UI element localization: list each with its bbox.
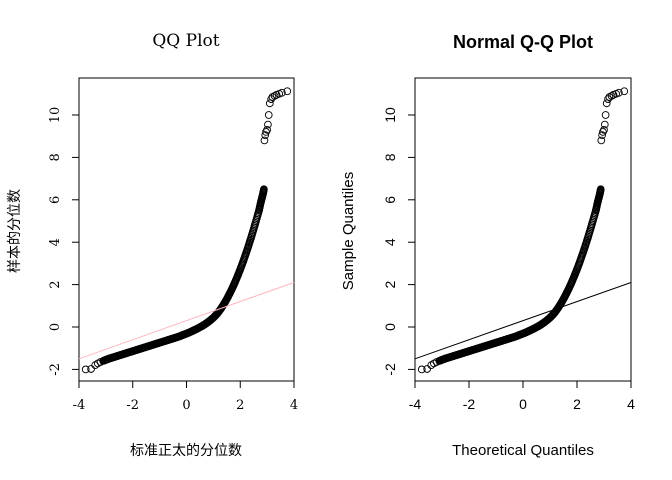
left-y-axis-label: 样本的分位数 [7, 189, 23, 273]
left-data-point [87, 365, 95, 373]
left-data-point [81, 365, 90, 374]
left-data-point [278, 88, 286, 97]
right-data-points [417, 87, 629, 374]
right-y-tick-label: 0 [382, 323, 398, 331]
right-x-tick-label: 0 [519, 396, 527, 412]
right-data-point [607, 92, 616, 100]
left-y-tick-label: -2 [48, 363, 63, 376]
left-data-point [260, 185, 268, 194]
left-chart-title: QQ Plot [152, 31, 219, 51]
left-y-tick-label: 8 [48, 153, 63, 161]
left-data-point [261, 131, 270, 139]
right-x-tick-label: 4 [627, 396, 635, 412]
right-y-tick-label: 2 [382, 280, 398, 288]
right-y-tick-label: 10 [382, 107, 398, 123]
left-data-points [81, 87, 292, 374]
right-data-point [614, 88, 623, 97]
right-panel: Normal Q-Q Plot -4 -2 0 2 4 -2 0 2 4 6 8 10 Theoret… [340, 32, 635, 459]
right-y-tick-label: 4 [382, 238, 398, 246]
left-x-tick-label: 0 [182, 398, 190, 413]
left-x-axis-label: 标准正太的分位数 [130, 443, 242, 459]
left-axis-ticks: -4 -2 0 2 4 -2 0 2 4 6 8 10 [48, 107, 298, 413]
left-y-tick-label: 6 [48, 196, 63, 204]
right-data-point [423, 365, 432, 373]
right-data-point [598, 131, 606, 139]
right-x-tick-label: 2 [573, 396, 581, 412]
right-y-tick-label: -2 [382, 363, 398, 376]
right-y-axis-label: Sample Quantiles [340, 172, 357, 290]
left-panel: QQ Plot -4 -2 0 2 4 -2 0 2 4 6 8 10 标准正太的分位数 样本的分位数 [7, 31, 298, 459]
right-data-point [417, 365, 426, 374]
left-y-tick-label: 0 [48, 323, 63, 331]
right-reference-line [414, 282, 632, 360]
right-x-tick-label: -2 [463, 396, 476, 412]
left-data-point [260, 136, 269, 145]
right-data-point [601, 111, 610, 119]
right-data-point [602, 99, 611, 108]
left-y-tick-label: 4 [48, 238, 63, 246]
right-y-tick-label: 6 [382, 196, 398, 204]
left-x-tick-label: -4 [73, 398, 86, 413]
right-data-point [600, 125, 608, 134]
left-data-point [264, 120, 272, 129]
right-data-point [596, 185, 605, 194]
right-chart-title: Normal Q-Q Plot [453, 32, 593, 52]
right-data-point [597, 136, 606, 145]
right-data-point [600, 120, 609, 129]
left-x-tick-label: 4 [290, 398, 298, 413]
right-y-tick-label: 8 [382, 153, 398, 161]
right-data-point [620, 87, 629, 96]
left-y-tick-label: 2 [48, 280, 63, 288]
left-data-point [270, 92, 279, 100]
right-x-tick-label: -4 [409, 396, 422, 412]
left-data-point [283, 87, 292, 96]
right-axis-ticks: -4 -2 0 2 4 -2 0 2 4 6 8 10 [382, 107, 635, 412]
left-y-tick-label: 10 [48, 107, 63, 124]
left-data-point [264, 111, 273, 119]
left-x-tick-label: 2 [236, 398, 244, 413]
left-reference-line [78, 282, 295, 360]
left-data-point [265, 99, 274, 108]
right-x-axis-label: Theoretical Quantiles [452, 442, 594, 459]
left-x-tick-label: -2 [126, 398, 139, 413]
left-data-point [263, 125, 271, 134]
